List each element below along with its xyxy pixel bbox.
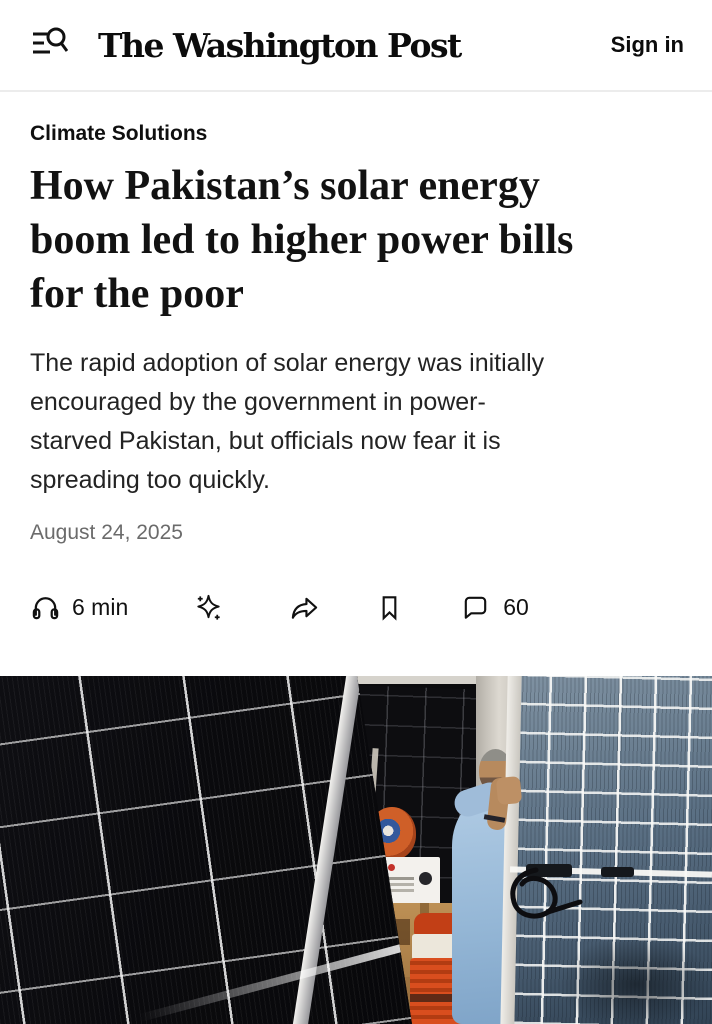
article-toolbar: 6 min 60	[30, 590, 682, 624]
dek-line: spreading too quickly.	[30, 466, 270, 494]
publish-date: August 24, 2025	[30, 521, 183, 544]
hero-image[interactable]	[0, 676, 712, 1024]
site-header: The Washington Post Sign in	[0, 0, 712, 92]
listen-duration: 6 min	[72, 593, 129, 620]
ai-summary-button[interactable]	[192, 591, 225, 624]
dek-line: The rapid adoption of solar energy was i…	[30, 349, 545, 377]
masthead-logo[interactable]: The Washington Post	[98, 25, 462, 65]
headline-line: How Pakistan’s solar energy	[30, 163, 540, 209]
share-icon	[288, 592, 321, 623]
inverter-box-badge	[419, 872, 432, 885]
save-button[interactable]	[374, 592, 405, 623]
black-solar-panel	[0, 676, 412, 1024]
sign-in-button[interactable]: Sign in	[610, 32, 684, 57]
menu-search-icon	[28, 24, 69, 67]
kicker-link[interactable]: Climate Solutions	[30, 122, 208, 145]
sparkle-icon	[192, 591, 225, 624]
dek-line: starved Pakistan, but officials now fear…	[30, 427, 501, 455]
comment-icon	[459, 592, 492, 623]
article-header: Climate Solutions How Pakistan’s solar e…	[0, 92, 712, 545]
subheadline: The rapid adoption of solar energy was i…	[30, 344, 682, 500]
menu-search-button[interactable]	[28, 24, 69, 67]
inverter-box	[383, 857, 440, 905]
junction-connector	[526, 864, 572, 877]
dek-line: encouraged by the government in power-	[30, 388, 486, 416]
headline-line: boom led to higher power bills	[30, 217, 574, 263]
water-cooler-strap	[410, 994, 471, 1002]
panel-reflection-shadow	[556, 934, 712, 1024]
comment-count: 60	[503, 593, 529, 620]
panel-cable	[510, 867, 583, 919]
junction-connector	[601, 867, 634, 877]
blue-solar-panel	[496, 676, 712, 1024]
headphones-icon	[30, 591, 61, 623]
headline-line: for the poor	[30, 271, 244, 317]
headline: How Pakistan’s solar energy boom led to …	[30, 159, 682, 321]
worker-hand	[495, 776, 523, 805]
listen-button[interactable]: 6 min	[30, 591, 128, 623]
share-button[interactable]	[288, 592, 321, 623]
door-lintel	[354, 676, 482, 684]
inverter-box-logo	[388, 864, 395, 871]
inverter-box-label	[388, 877, 414, 880]
comments-button[interactable]: 60	[459, 592, 529, 623]
bookmark-icon	[374, 592, 405, 623]
